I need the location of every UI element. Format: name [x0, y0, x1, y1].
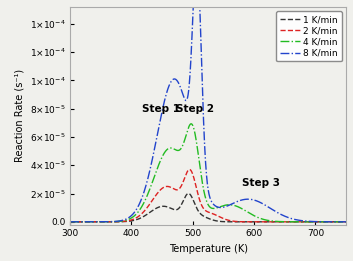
8 K/min: [100, 220, 104, 223]
8 K/min: [186, 94, 190, 97]
1 K/min: [116, 220, 120, 223]
Line: 8 K/min: 8 K/min: [70, 0, 346, 222]
8 K/min: [174, 78, 178, 81]
Text: Step 1: Step 1: [143, 104, 180, 114]
Legend: 1 K/min, 2 K/min, 4 K/min, 8 K/min: 1 K/min, 2 K/min, 4 K/min, 8 K/min: [276, 11, 342, 61]
2 K/min: [344, 220, 348, 223]
1 K/min: [174, 208, 178, 211]
2 K/min: [174, 188, 178, 191]
X-axis label: Temperature (K): Temperature (K): [169, 244, 247, 254]
Text: Step 3: Step 3: [242, 179, 280, 188]
4 K/min: [339, 220, 343, 223]
Line: 2 K/min: 2 K/min: [70, 170, 346, 222]
Line: 1 K/min: 1 K/min: [70, 193, 346, 222]
8 K/min: [116, 220, 120, 223]
Y-axis label: Reaction Rate (s⁻¹): Reaction Rate (s⁻¹): [14, 69, 24, 162]
4 K/min: [174, 149, 178, 152]
4 K/min: [100, 220, 104, 223]
1 K/min: [309, 220, 313, 223]
2 K/min: [116, 220, 120, 223]
1 K/min: [339, 220, 343, 223]
2 K/min: [100, 220, 104, 223]
8 K/min: [68, 220, 72, 223]
2 K/min: [339, 220, 343, 223]
Text: Step 2: Step 2: [176, 104, 214, 114]
1 K/min: [186, 192, 190, 195]
4 K/min: [68, 220, 72, 223]
8 K/min: [309, 220, 313, 223]
2 K/min: [187, 168, 192, 171]
1 K/min: [68, 220, 72, 223]
2 K/min: [309, 220, 313, 223]
1 K/min: [100, 220, 104, 223]
Line: 4 K/min: 4 K/min: [70, 124, 346, 222]
4 K/min: [116, 220, 120, 223]
8 K/min: [339, 220, 343, 223]
4 K/min: [344, 220, 348, 223]
4 K/min: [186, 128, 190, 131]
8 K/min: [344, 220, 348, 223]
1 K/min: [344, 220, 348, 223]
4 K/min: [309, 220, 313, 223]
2 K/min: [68, 220, 72, 223]
4 K/min: [189, 122, 193, 125]
1 K/min: [186, 192, 191, 195]
2 K/min: [186, 169, 190, 172]
